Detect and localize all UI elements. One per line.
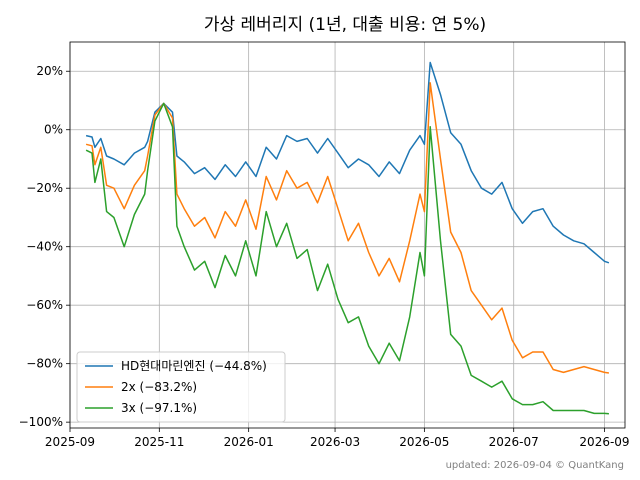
y-tick-label: −80% — [26, 357, 63, 371]
x-tick-label: 2026-03 — [310, 435, 360, 449]
series-line-1 — [85, 82, 610, 374]
legend-label-0: HD현대마린엔진 (−44.8%) — [121, 359, 267, 373]
x-tick-label: 2026-05 — [399, 435, 449, 449]
chart-title: 가상 레버리지 (1년, 대출 비용: 연 5%) — [204, 15, 486, 35]
series-lines — [85, 61, 610, 415]
legend-box — [76, 351, 286, 423]
legend-label-1: 2x (−83.2%) — [121, 380, 197, 394]
footer-updated: updated: 2026-09-04 © QuantKang — [446, 460, 624, 471]
plot-frame — [69, 41, 626, 429]
x-tick-label: 2026-09 — [579, 435, 629, 449]
x-tick-label: 2026-01 — [224, 435, 274, 449]
y-tick-label: 0% — [44, 123, 63, 137]
legend: HD현대마린엔진 (−44.8%) 2x (−83.2%) 3x (−97.1%) — [76, 351, 286, 423]
y-tick-label: −100% — [19, 415, 63, 429]
y-tick-label: 20% — [36, 64, 63, 78]
series-line-2 — [85, 102, 609, 415]
axis-ticks: 2025-09 2025-11 2026-01 2026-03 2026-05 2026-… — [19, 64, 630, 449]
y-tick-label: −40% — [26, 240, 63, 254]
grid — [69, 42, 625, 428]
x-tick-label: 2026-07 — [489, 435, 539, 449]
x-tick-label: 2025-11 — [134, 435, 184, 449]
legend-label-2: 3x (−97.1%) — [121, 401, 197, 415]
series-line-0 — [85, 61, 610, 264]
y-tick-label: −20% — [26, 181, 63, 195]
x-tick-label: 2025-09 — [45, 435, 95, 449]
y-tick-label: −60% — [26, 298, 63, 312]
